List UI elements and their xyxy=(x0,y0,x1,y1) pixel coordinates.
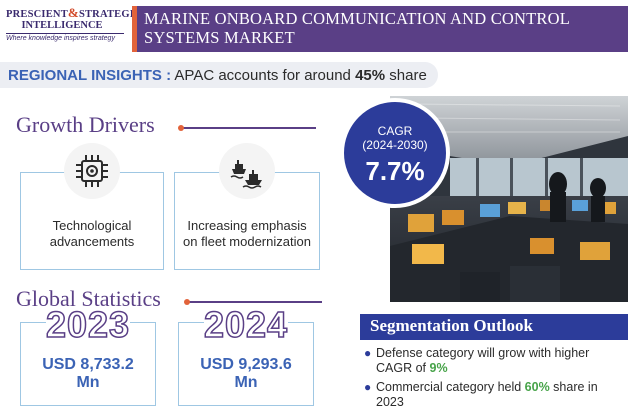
stat-value-2023: USD 8,733.2 Mn xyxy=(20,356,156,392)
regional-text-before: APAC accounts for around xyxy=(171,67,356,84)
cagr-label-line-2: (2024-2030) xyxy=(362,138,428,152)
company-logo: PRESCIENT&STRATEGIC INTELLIGENCE Where k… xyxy=(6,5,142,51)
chip-gear-icon xyxy=(76,155,108,187)
growth-drivers-heading: Growth Drivers xyxy=(16,112,155,137)
driver-text-fleet: Increasing emphasis on fleet modernizati… xyxy=(178,218,316,250)
bullet-icon: ● xyxy=(364,346,372,360)
seg-1-highlight: 9% xyxy=(429,361,448,375)
segmentation-heading: Segmentation Outlook xyxy=(370,316,533,335)
cagr-label-line-1: CAGR xyxy=(377,124,413,138)
segmentation-item-commercial: ● Commercial category held 60% share in … xyxy=(364,380,626,410)
regional-insights-text: REGIONAL INSIGHTS : APAC accounts for ar… xyxy=(8,67,427,84)
cagr-value: 7.7% xyxy=(365,156,425,186)
driver-text-technology: Technological advancements xyxy=(24,218,160,250)
title-accent-bar xyxy=(132,6,137,52)
driver-1-line-2: advancements xyxy=(49,234,135,249)
driver-2-line-1: Increasing emphasis xyxy=(187,218,307,233)
stat-card-2024 xyxy=(178,322,314,406)
stat-2023-line-1: USD 8,733.2 xyxy=(42,356,134,373)
growth-drivers-dot xyxy=(178,125,184,131)
logo-ampersand: & xyxy=(67,5,79,20)
logo-word-prescient: PRESCIENT xyxy=(6,9,68,20)
global-statistics-heading: Global Statistics xyxy=(16,286,161,311)
ship-bridge-photo xyxy=(390,96,628,302)
cagr-label: CAGR (2024-2030) xyxy=(344,124,446,152)
driver-2-line-2: on fleet modernization xyxy=(183,234,311,249)
ships-icon xyxy=(230,160,262,189)
regional-percent: 45% xyxy=(355,67,386,84)
title-banner xyxy=(132,6,628,52)
seg-2-highlight: 60% xyxy=(524,380,550,394)
logo-line-2: INTELLIGENCE xyxy=(21,20,103,31)
driver-icon-circle-1 xyxy=(64,143,120,199)
bullet-icon: ● xyxy=(364,380,372,394)
segmentation-list: ● Defense category will grow with higher… xyxy=(364,346,626,414)
page-title: MARINE ONBOARD COMMUNICATION AND CONTROL… xyxy=(144,9,570,47)
regional-insights-label: REGIONAL INSIGHTS : xyxy=(8,67,172,84)
stat-year-mask-2024 xyxy=(204,316,288,332)
growth-drivers-rule xyxy=(180,127,316,129)
logo-tagline: Where knowledge inspires strategy xyxy=(6,35,115,42)
stat-card-2023 xyxy=(20,322,156,406)
seg-2-before: Commercial category held xyxy=(376,380,525,394)
stat-year-mask-2023 xyxy=(46,316,130,332)
segmentation-banner xyxy=(360,314,628,340)
stat-2024-line-2: Mn xyxy=(234,374,258,391)
logo-divider xyxy=(6,33,124,34)
stat-value-2024: USD 9,293.6 Mn xyxy=(178,356,314,392)
segmentation-item-defense: ● Defense category will grow with higher… xyxy=(364,346,626,376)
stat-2024-line-1: USD 9,293.6 xyxy=(200,356,292,373)
seg-2-after: share in 2023 xyxy=(376,380,598,409)
logo-line-1: PRESCIENT&STRATEGIC xyxy=(6,5,142,21)
ship-bridge-illustration xyxy=(390,96,628,302)
global-statistics-rule xyxy=(186,301,322,303)
regional-insights-bar: REGIONAL INSIGHTS : APAC accounts for ar… xyxy=(0,62,438,88)
stat-2023-line-2: Mn xyxy=(76,374,100,391)
driver-1-line-1: Technological xyxy=(52,218,132,233)
stat-year-2024: 2024 xyxy=(203,303,289,346)
regional-text-after: share xyxy=(385,67,427,84)
stat-year-2023: 2023 xyxy=(45,303,131,346)
global-statistics-dot xyxy=(184,299,190,305)
logo-word-strategic: STRATEGIC xyxy=(78,9,142,20)
seg-1-before: Defense category will grow with higher C… xyxy=(376,346,590,375)
driver-icon-circle-2 xyxy=(219,143,275,199)
cagr-badge: CAGR (2024-2030) 7.7% xyxy=(340,98,450,208)
